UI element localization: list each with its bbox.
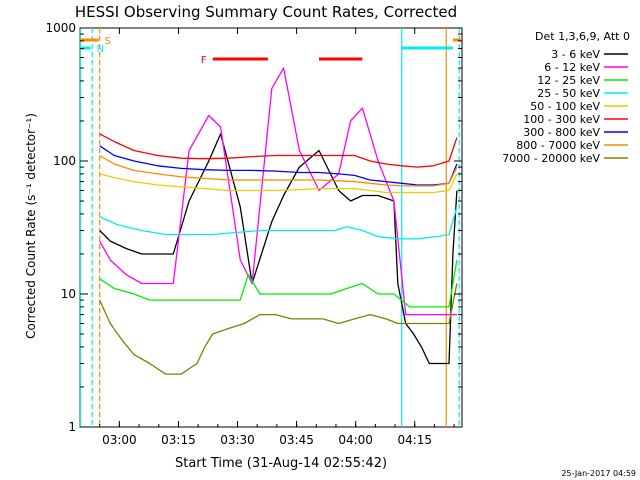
plot-area xyxy=(79,27,463,428)
legend-label-6: 300 - 800 keV xyxy=(523,126,600,139)
chart-title: HESSI Observing Summary Count Rates, Cor… xyxy=(75,3,457,21)
series-line-6 xyxy=(99,145,458,186)
x-tick-label-4: 04:00 xyxy=(338,433,373,447)
footer-date: 25-Jan-2017 04:59 xyxy=(561,469,636,478)
axes: 03:00 03:15 03:30 03:45 04:00 04:15 1 10 100 1000 xyxy=(45,21,462,447)
x-tick-label-2: 03:30 xyxy=(220,433,255,447)
series-line-2 xyxy=(99,259,458,308)
y-tick-label-2: 100 xyxy=(53,154,76,168)
legend-label-5: 100 - 300 keV xyxy=(523,113,600,126)
legend-label-8: 7000 - 20000 keV xyxy=(502,152,600,165)
x-axis-label: Start Time (31-Aug-14 02:55:42) xyxy=(175,456,387,471)
flag-f-label: F xyxy=(201,55,207,66)
legend-label-3: 25 - 50 keV xyxy=(537,87,600,100)
x-tick-label-1: 03:15 xyxy=(161,433,196,447)
data-series xyxy=(99,67,458,375)
series-line-0 xyxy=(99,133,458,365)
x-tick-label-5: 04:15 xyxy=(397,433,432,447)
legend-label-1: 6 - 12 keV xyxy=(544,61,600,74)
instrument-flags: SN F xyxy=(80,36,462,66)
flag-n-label: N xyxy=(97,44,104,55)
y-tick-label-3: 1000 xyxy=(45,21,76,35)
series-line-3 xyxy=(99,206,458,240)
flag-s-label: S xyxy=(105,36,111,47)
y-axis-label: Corrected Count Rate (s⁻¹ detector⁻¹) xyxy=(24,113,38,339)
y-tick-label-0: 1 xyxy=(68,420,76,434)
series-line-1 xyxy=(99,67,457,316)
legend-label-4: 50 - 100 keV xyxy=(530,100,600,113)
series-line-4 xyxy=(99,173,458,194)
y-tick-label-1: 10 xyxy=(61,287,76,301)
x-tick-label-0: 03:00 xyxy=(102,433,137,447)
mode-change-lines xyxy=(79,28,460,427)
plot-border xyxy=(79,27,463,428)
legend-header: Det 1,3,6,9, Att 0 xyxy=(535,30,630,43)
series-line-5 xyxy=(99,133,458,168)
series-line-7 xyxy=(99,154,458,187)
legend-label-2: 12 - 25 keV xyxy=(537,74,600,87)
legend-label-7: 800 - 7000 keV xyxy=(516,139,600,152)
x-tick-label-3: 03:45 xyxy=(279,433,314,447)
legend-label-0: 3 - 6 keV xyxy=(551,48,600,61)
series-line-8 xyxy=(99,283,458,375)
